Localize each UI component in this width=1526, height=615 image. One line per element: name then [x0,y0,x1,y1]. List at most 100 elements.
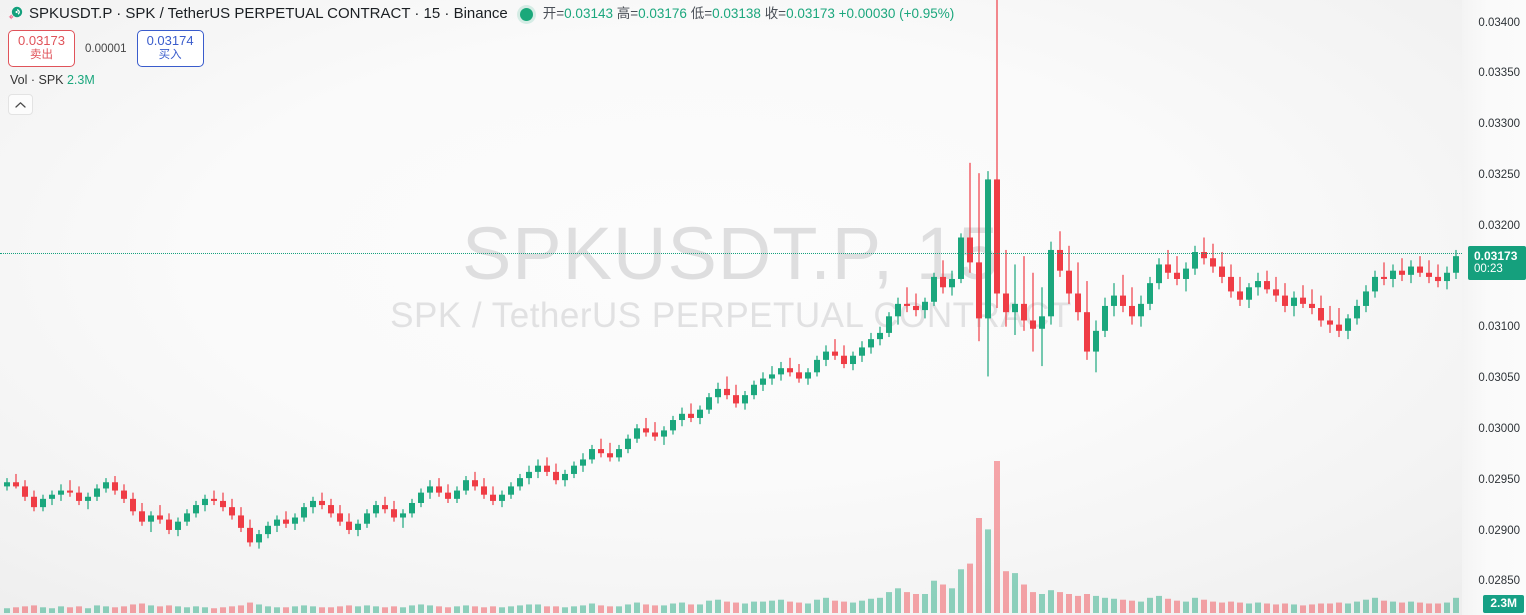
candle-wick [906,287,908,313]
volume-bar [346,605,352,613]
market-status-dot-icon [519,7,533,21]
candle-wick [915,293,917,317]
volume-bar [1165,598,1171,613]
bar-countdown: 00:23 [1474,263,1503,275]
spread-value: 0.00001 [85,42,127,55]
candle-wick [1401,258,1403,282]
sell-price: 0.03173 [18,33,65,48]
candle-body [1417,266,1423,273]
volume-bar [616,606,622,613]
sell-button[interactable]: 0.03173 卖出 [8,30,75,67]
volume-bar [328,607,334,613]
volume-bar [391,606,397,613]
volume-bar [256,604,262,613]
candle-body [508,486,514,495]
candle-body [427,486,433,493]
symbol-title[interactable]: SPKUSDT.P · SPK / TetherUS PERPETUAL CON… [29,5,508,22]
volume-bar [688,604,694,613]
candle-body [760,378,766,385]
price-scale[interactable]: 0.03400 0.03350 0.03300 0.03250 0.03200 0.031… [1462,0,1526,615]
volume-bar [670,603,676,613]
candle-body [877,332,883,340]
volume-bar [1273,604,1279,613]
volume-bar [1093,595,1099,613]
volume-bar [796,602,802,613]
volume-bar [31,605,37,613]
volume-bar [1012,573,1018,613]
volume-bar [4,608,10,613]
volume-bar [76,606,82,613]
volume-bar [922,594,928,613]
candle-body [652,432,658,437]
volume-bar [868,598,874,613]
volume-bar [562,607,568,613]
candle-wick [996,0,998,309]
candle-body [1201,252,1207,259]
candle-body [580,459,586,466]
candle-body [625,438,631,450]
candle-body [913,305,919,311]
candle-body [1264,281,1270,290]
volume-bar [724,601,730,613]
candle-body [805,372,811,379]
volume-bar [787,601,793,613]
volume-bar [85,608,91,613]
candle-body [949,278,955,288]
volume-bar [40,607,46,613]
volume-bar [508,606,514,613]
candle-body [670,420,676,431]
volume-bar [580,605,586,613]
price-tick: 0.03000 [1478,423,1520,435]
volume-bar [985,529,991,613]
volume-bar [139,603,145,613]
volume-bar [931,580,937,613]
collapse-pane-button[interactable] [8,94,33,115]
candle-body [1156,264,1162,284]
chart-pane[interactable]: SPKUSDT.P, 15 SPK / TetherUS PERPETUAL C… [0,0,1462,615]
candle-body [940,276,946,288]
candle-wick [1203,237,1205,265]
candle-body [904,303,910,306]
candle-body [1129,305,1135,317]
buy-button[interactable]: 0.03174 买入 [136,30,204,67]
volume-bar [661,605,667,613]
candle-body [976,262,982,319]
volume-bar [886,592,892,613]
candle-body [1075,293,1081,313]
volume-bar [265,606,271,613]
candle-body [103,482,109,489]
candle-body [373,505,379,514]
candle-body [1012,303,1018,313]
candle-body [1111,295,1117,306]
high-value: 0.03176 [638,6,687,21]
candle-body [130,498,136,512]
candle-body [274,519,280,526]
candle-wick [285,511,287,528]
candle-body [400,513,406,518]
candle-wick [402,509,404,528]
volume-bar [733,602,739,613]
volume-bar [400,607,406,613]
price-tick: 0.03200 [1478,220,1520,232]
volume-bar [904,592,910,613]
volume-bar [805,603,811,613]
candle-body [76,492,82,501]
volume-bar [1066,594,1072,613]
candle-body [598,449,604,454]
volume-bar [157,606,163,613]
volume-bar [292,606,298,613]
candle-wick [600,438,602,458]
change-percent: (+0.95%) [899,6,955,21]
volume-bar [166,605,172,613]
volume-legend[interactable]: Vol · SPK 2.3M [10,73,95,88]
volume-bar [679,602,685,613]
candle-body [292,517,298,524]
candle-body [841,355,847,365]
candle-body [310,500,316,508]
volume-bar [301,605,307,613]
candle-body [1084,312,1090,352]
volume-bar [1336,602,1342,613]
change-value: +0.00030 [838,6,896,21]
candle-body [31,496,37,508]
